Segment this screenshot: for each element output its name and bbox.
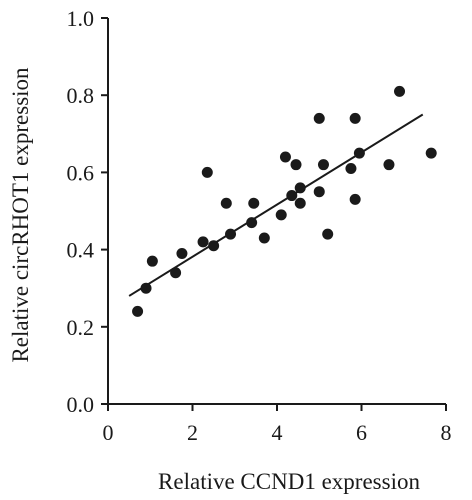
- y-tick-label: 0.8: [67, 83, 95, 108]
- trend-line: [128, 113, 424, 297]
- data-point: [294, 182, 306, 194]
- x-axis-label: Relative CCND1 expression: [158, 469, 420, 494]
- data-points: [132, 85, 437, 317]
- data-point: [208, 240, 220, 252]
- data-point: [246, 217, 258, 229]
- y-tick-label: 0.6: [67, 160, 95, 185]
- y-tick-label: 0.0: [67, 392, 95, 417]
- data-point: [322, 228, 334, 240]
- data-point: [290, 159, 302, 171]
- data-point: [313, 112, 325, 124]
- data-point: [225, 228, 237, 240]
- y-tick-label: 0.2: [67, 315, 95, 340]
- y-tick-label: 1.0: [67, 6, 95, 31]
- data-point: [132, 305, 144, 317]
- data-point: [279, 151, 291, 163]
- data-point: [248, 197, 260, 209]
- data-point: [345, 163, 357, 175]
- data-point: [394, 85, 406, 97]
- data-point: [317, 159, 329, 171]
- x-tick-label: 0: [103, 420, 114, 445]
- data-point: [146, 255, 158, 267]
- data-point: [383, 159, 395, 171]
- y-tick-label: 0.4: [67, 238, 95, 263]
- data-point: [197, 236, 209, 248]
- data-point: [201, 166, 213, 178]
- data-point: [313, 186, 325, 198]
- x-tick-label: 2: [187, 420, 198, 445]
- data-point: [353, 147, 365, 159]
- x-tick-label: 4: [272, 420, 283, 445]
- y-axis-ticks: 0.0 0.2 0.4 0.6 0.8 1.0: [67, 6, 108, 417]
- x-axis-ticks: 0 2 4 6 8: [103, 404, 452, 445]
- data-point: [140, 282, 152, 294]
- data-point: [294, 197, 306, 209]
- data-point: [349, 193, 361, 205]
- data-point: [286, 190, 298, 202]
- data-point: [349, 112, 361, 124]
- y-axis-label: Relative circRHOT1 expression: [8, 67, 33, 363]
- x-tick-label: 6: [356, 420, 367, 445]
- data-point: [275, 209, 287, 221]
- data-point: [220, 197, 232, 209]
- data-point: [170, 267, 182, 279]
- x-tick-label: 8: [441, 420, 452, 445]
- axes: [107, 18, 446, 405]
- data-point: [176, 247, 188, 259]
- data-point: [258, 232, 270, 244]
- data-point: [425, 147, 437, 159]
